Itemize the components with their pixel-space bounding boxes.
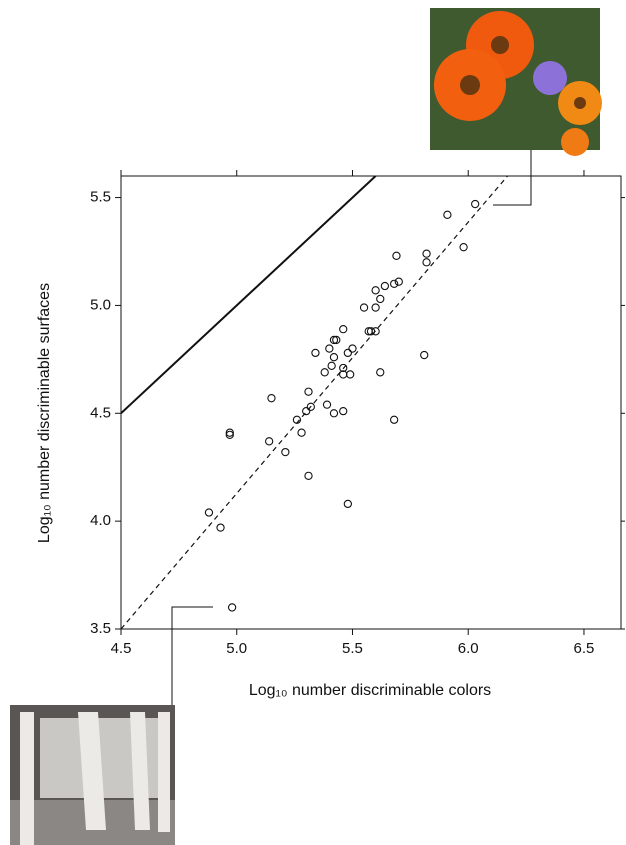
data-point bbox=[380, 281, 390, 291]
data-point bbox=[267, 394, 276, 403]
data-point bbox=[227, 603, 237, 612]
x-tick-label: 6.0 bbox=[458, 640, 479, 657]
data-point bbox=[281, 447, 290, 457]
data-point bbox=[306, 402, 315, 411]
data-point bbox=[304, 471, 313, 480]
data-point bbox=[392, 251, 401, 260]
y-axis-label: Log₁₀ number discriminable surfaces bbox=[36, 283, 53, 543]
x-tick-label: 4.5 bbox=[111, 640, 132, 657]
data-point bbox=[225, 428, 234, 437]
data-point bbox=[297, 428, 306, 437]
data-point bbox=[394, 277, 403, 286]
data-point bbox=[376, 368, 385, 377]
data-point bbox=[216, 523, 225, 532]
data-point bbox=[329, 335, 339, 345]
y-tick-label: 4.0 bbox=[90, 512, 111, 529]
data-point bbox=[325, 344, 334, 353]
data-point bbox=[339, 370, 348, 379]
data-point bbox=[359, 303, 369, 312]
data-point bbox=[339, 406, 348, 416]
data-point bbox=[304, 387, 313, 396]
data-point bbox=[371, 286, 380, 295]
data-point bbox=[422, 258, 431, 267]
data-point bbox=[329, 409, 339, 418]
plot-frame bbox=[120, 175, 622, 630]
data-point bbox=[329, 353, 339, 362]
data-point bbox=[339, 325, 348, 334]
flower-photo bbox=[430, 8, 602, 156]
x-tick-label: 5.5 bbox=[342, 640, 363, 657]
x-axis-label: Log₁₀ number discriminable colors bbox=[249, 682, 491, 699]
data-point bbox=[292, 415, 302, 424]
y-tick-label: 5.0 bbox=[90, 296, 111, 313]
x-tick-label: 6.5 bbox=[574, 640, 595, 657]
reference-line bbox=[121, 176, 377, 415]
data-point bbox=[343, 348, 353, 358]
x-tick-label: 5.0 bbox=[226, 640, 247, 657]
reference-line bbox=[121, 176, 509, 629]
data-point bbox=[389, 279, 399, 289]
data-point bbox=[311, 348, 320, 358]
y-tick-label: 3.5 bbox=[90, 620, 111, 637]
data-point bbox=[459, 243, 468, 252]
data-point bbox=[371, 303, 380, 312]
data-point bbox=[332, 335, 341, 345]
data-point bbox=[339, 363, 348, 373]
data-point bbox=[327, 361, 336, 370]
data-point bbox=[343, 499, 353, 509]
building-photo bbox=[10, 705, 175, 845]
data-point bbox=[371, 327, 380, 336]
data-point bbox=[225, 430, 234, 440]
data-point bbox=[348, 344, 357, 353]
data-point bbox=[420, 350, 429, 360]
data-point bbox=[443, 210, 452, 219]
data-point bbox=[471, 199, 480, 209]
data-point bbox=[302, 406, 311, 416]
y-tick-label: 5.5 bbox=[90, 189, 111, 206]
data-point bbox=[376, 294, 385, 304]
data-point bbox=[422, 249, 431, 258]
data-point bbox=[320, 368, 329, 377]
y-tick-label: 4.5 bbox=[90, 404, 111, 421]
data-point bbox=[346, 370, 355, 379]
data-point bbox=[204, 508, 214, 517]
callout-line bbox=[171, 606, 213, 705]
data-point bbox=[389, 415, 399, 424]
data-point bbox=[264, 437, 274, 446]
data-point bbox=[322, 400, 332, 409]
data-point bbox=[366, 327, 376, 336]
callout-line bbox=[493, 150, 532, 206]
